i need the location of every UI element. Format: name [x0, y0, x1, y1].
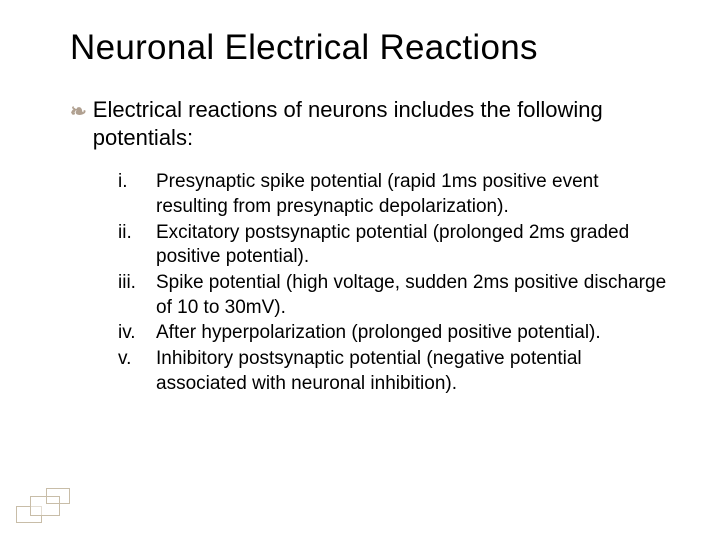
bullet-icon: ❧	[70, 99, 87, 124]
list-item: iii. Spike potential (high voltage, sudd…	[118, 271, 670, 320]
list-text: Excitatory postsynaptic potential (prolo…	[156, 221, 670, 270]
slide: Neuronal Electrical Reactions ❧ Electric…	[0, 0, 720, 540]
list-marker: v.	[118, 347, 156, 372]
list-item: iv. After hyperpolarization (prolonged p…	[118, 321, 670, 346]
list-text: After hyperpolarization (prolonged posit…	[156, 321, 670, 346]
list-marker: i.	[118, 170, 156, 195]
list-text: Presynaptic spike potential (rapid 1ms p…	[156, 170, 670, 219]
list-text: Inhibitory postsynaptic potential (negat…	[156, 347, 670, 396]
list-item: i. Presynaptic spike potential (rapid 1m…	[118, 170, 670, 219]
intro-row: ❧ Electrical reactions of neurons includ…	[70, 96, 670, 152]
list-marker: ii.	[118, 221, 156, 246]
slide-title: Neuronal Electrical Reactions	[70, 28, 670, 68]
list-marker: iii.	[118, 271, 156, 296]
list-item: v. Inhibitory postsynaptic potential (ne…	[118, 347, 670, 396]
list-item: ii. Excitatory postsynaptic potential (p…	[118, 221, 670, 270]
list-marker: iv.	[118, 321, 156, 346]
decoration-icon	[16, 488, 76, 524]
intro-text: Electrical reactions of neurons includes…	[93, 96, 670, 152]
list-text: Spike potential (high voltage, sudden 2m…	[156, 271, 670, 320]
ordered-list: i. Presynaptic spike potential (rapid 1m…	[118, 170, 670, 396]
